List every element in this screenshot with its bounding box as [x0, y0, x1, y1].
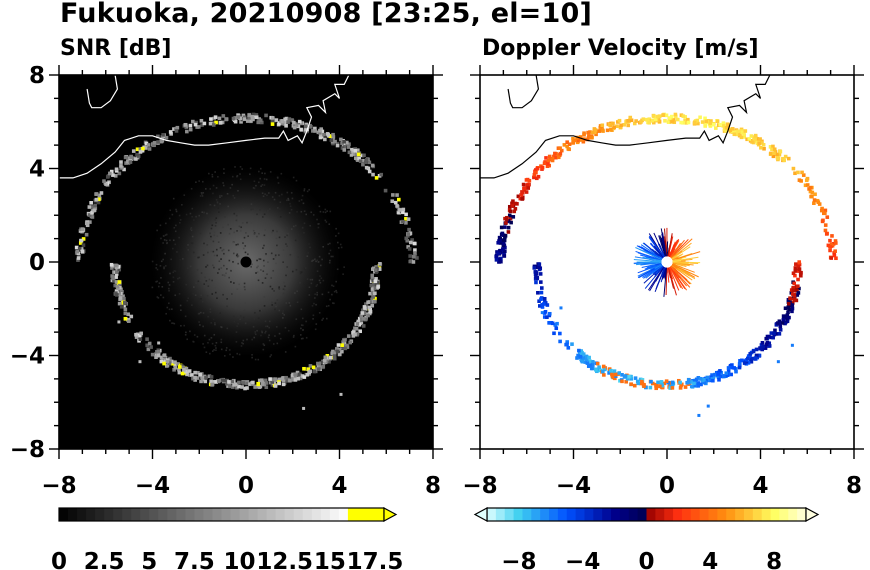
- doppler-colorbar: −8 −4 0 4 8: [473, 506, 820, 570]
- doppler-xtick-label: 4: [752, 473, 768, 499]
- doppler-coastline-island: [507, 75, 540, 109]
- snr-coastline-island: [86, 75, 119, 109]
- snr-ytick-label: 4: [29, 157, 45, 183]
- snr-xtick-label: 4: [331, 473, 347, 499]
- snr-colorbar-tick-label: 12.5: [256, 549, 313, 570]
- doppler-axes: −8 −4 0 4 8: [462, 65, 864, 499]
- doppler-colorbar-tick-label: 0: [638, 549, 654, 570]
- snr-ytick-label: −8: [10, 437, 45, 463]
- snr-coastline: [59, 75, 350, 179]
- snr-xtick-label: −8: [41, 473, 76, 499]
- snr-echo-ring: [74, 112, 419, 410]
- snr-colorbar-max-extend: [383, 506, 398, 523]
- snr-ytick-label: 0: [29, 250, 45, 276]
- snr-axes: −8 −4 0 4 8 8 4 0 −4 −8: [10, 63, 443, 499]
- doppler-colorbar-tick-label: 4: [702, 549, 718, 570]
- doppler-xtick-label: −4: [556, 473, 591, 499]
- doppler-colorbar-max-extend: [805, 506, 820, 523]
- doppler-xtick-label: 8: [846, 473, 862, 499]
- snr-xtick-label: 0: [238, 473, 254, 499]
- snr-xtick-label: −4: [135, 473, 170, 499]
- snr-colorbar-tick-label: 15: [314, 549, 346, 570]
- doppler-plot-area: [480, 75, 854, 449]
- snr-xtick-label: 8: [425, 473, 441, 499]
- doppler-coastline: [480, 75, 771, 179]
- doppler-colorbar-min-extend: [473, 506, 488, 523]
- snr-radar-origin: [240, 256, 252, 268]
- snr-colorbar: 0 2.5 5 7.5 10 12.5 15 17.5: [51, 506, 404, 570]
- snr-colorbar-tick-label: 5: [141, 549, 157, 570]
- doppler-echo-ring: [494, 112, 838, 417]
- figure-title: Fukuoka, 20210908 [23:25, el=10]: [60, 0, 593, 29]
- snr-near-range-speckle: [151, 165, 345, 361]
- doppler-radar-origin: [662, 257, 672, 267]
- snr-colorbar-tick-label: 10: [224, 549, 256, 570]
- doppler-panel-title: Doppler Velocity [m/s]: [482, 36, 759, 61]
- doppler-colorbar-tick-label: −4: [565, 549, 600, 570]
- snr-plot-area: [59, 75, 433, 449]
- snr-panel-title: SNR [dB]: [60, 36, 172, 61]
- doppler-xtick-label: −8: [462, 473, 497, 499]
- doppler-colorbar-tick-label: −8: [501, 549, 536, 570]
- snr-ytick-label: −4: [10, 344, 45, 370]
- doppler-near-range-echo: [633, 227, 701, 297]
- snr-ytick-label: 8: [29, 63, 45, 89]
- snr-colorbar-tick-label: 0: [51, 549, 67, 570]
- doppler-colorbar-tick-label: 8: [766, 549, 782, 570]
- snr-colorbar-tick-label: 2.5: [84, 549, 125, 570]
- snr-colorbar-tick-label: 7.5: [174, 549, 215, 570]
- doppler-xtick-label: 0: [659, 473, 675, 499]
- snr-colorbar-tick-label: 17.5: [347, 549, 404, 570]
